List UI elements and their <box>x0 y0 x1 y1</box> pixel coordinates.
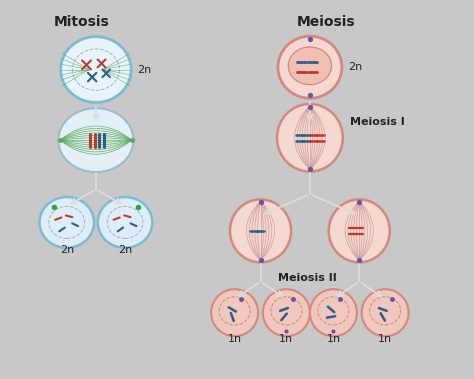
Ellipse shape <box>98 197 152 248</box>
Ellipse shape <box>39 197 94 248</box>
Text: Meiosis: Meiosis <box>297 14 356 28</box>
Ellipse shape <box>277 104 343 172</box>
Text: 1n: 1n <box>228 334 242 344</box>
Text: Meiosis II: Meiosis II <box>278 273 337 283</box>
Ellipse shape <box>278 36 342 98</box>
Ellipse shape <box>362 289 409 336</box>
Text: 1n: 1n <box>326 334 340 344</box>
Text: Meiosis I: Meiosis I <box>350 117 405 127</box>
Ellipse shape <box>288 47 331 85</box>
Ellipse shape <box>211 289 258 336</box>
Text: Mitosis: Mitosis <box>54 14 109 28</box>
Ellipse shape <box>310 289 357 336</box>
Ellipse shape <box>328 199 390 262</box>
Text: 1n: 1n <box>378 334 392 344</box>
Text: 2n: 2n <box>137 64 152 75</box>
Ellipse shape <box>263 289 310 336</box>
Ellipse shape <box>58 108 134 172</box>
Ellipse shape <box>61 37 131 102</box>
Text: 2n: 2n <box>348 62 363 72</box>
Text: 2n: 2n <box>60 245 74 255</box>
Text: 1n: 1n <box>279 334 293 344</box>
Ellipse shape <box>230 199 291 262</box>
Text: 2n: 2n <box>118 245 132 255</box>
